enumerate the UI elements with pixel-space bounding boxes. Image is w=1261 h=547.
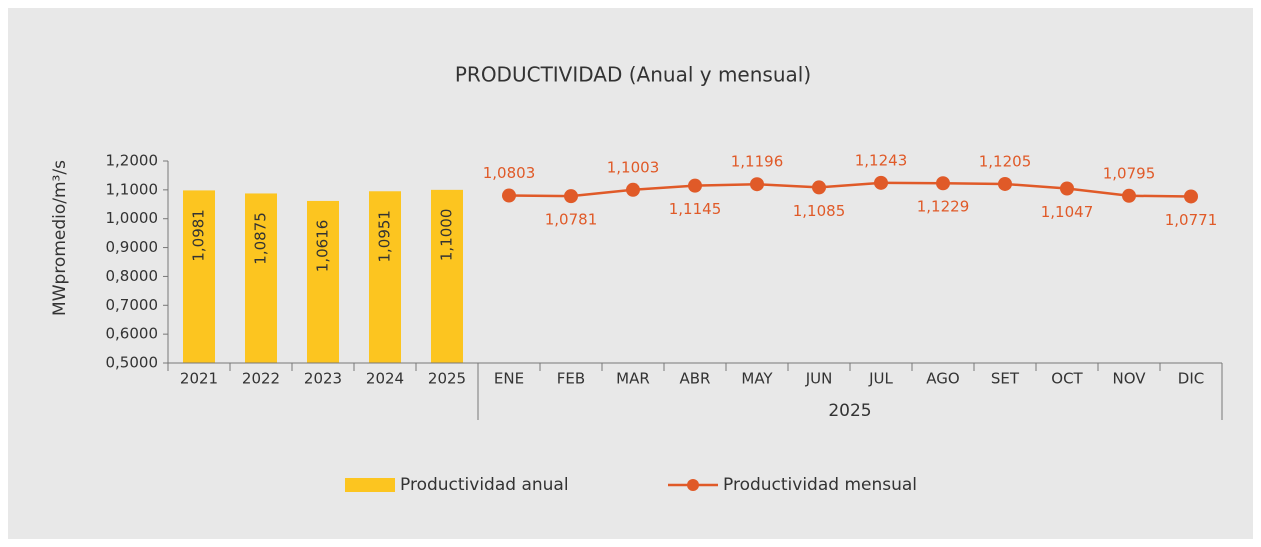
x-tick-label: 2021 [180, 370, 218, 388]
x-tick-label: MAY [741, 370, 773, 388]
line-value-label: 1,1229 [917, 198, 970, 216]
line-value-label: 1,0803 [483, 164, 536, 182]
y-tick-label: 1,0000 [106, 209, 159, 227]
legend-label: Productividad anual [400, 475, 569, 495]
line-point [998, 176, 1012, 191]
x-tick-label: 2025 [428, 370, 466, 388]
panel [8, 8, 1253, 539]
line-point [750, 177, 764, 192]
line-point [874, 175, 888, 190]
bar-value-label: 1,0616 [314, 220, 332, 273]
bar [245, 193, 277, 363]
line-value-label: 1,1085 [793, 202, 846, 220]
line-point [812, 180, 826, 195]
line-value-label: 1,0771 [1165, 211, 1218, 229]
x-tick-label: DIC [1178, 370, 1204, 388]
x-tick-label: 2024 [366, 370, 404, 388]
x-tick-label: AGO [926, 370, 959, 388]
line-value-label: 1,1243 [855, 151, 908, 169]
line-value-label: 1,1145 [669, 200, 722, 218]
x-tick-label: 2022 [242, 370, 280, 388]
line-point [626, 182, 640, 197]
y-tick-label: 0,7000 [106, 296, 159, 314]
line-point [502, 188, 516, 203]
x-tick-label: JUN [805, 370, 833, 388]
y-tick-label: 1,1000 [106, 180, 159, 198]
line-point [936, 176, 950, 191]
x-tick-label: 2023 [304, 370, 342, 388]
bar [431, 189, 463, 363]
x-tick-label: ENE [494, 370, 524, 388]
x-tick-label: ABR [680, 370, 711, 388]
bar-value-label: 1,1000 [438, 209, 456, 262]
line-value-label: 1,1047 [1041, 203, 1094, 221]
x-tick-label: MAR [616, 370, 650, 388]
x-tick-label: FEB [557, 370, 585, 388]
bar-value-label: 1,0951 [376, 210, 394, 263]
x-tick-label: OCT [1051, 370, 1083, 388]
x-tick-label: SET [991, 370, 1020, 388]
bar [369, 191, 401, 363]
bar-value-label: 1,0875 [252, 212, 270, 265]
line-point [1184, 189, 1198, 204]
line-point [1122, 188, 1136, 203]
line-point [1060, 181, 1074, 196]
line-value-label: 1,0795 [1103, 164, 1156, 182]
y-axis-label: MWpromedio/m³/s [50, 160, 70, 316]
line-value-label: 1,0781 [545, 211, 598, 229]
bar [307, 200, 339, 363]
legend-label: Productividad mensual [723, 475, 917, 495]
line-value-label: 1,1196 [731, 153, 784, 171]
line-point [564, 189, 578, 204]
x-tick-label: JUL [868, 370, 893, 388]
y-tick-label: 0,5000 [106, 354, 159, 372]
line-point [688, 178, 702, 193]
y-tick-label: 1,2000 [106, 152, 159, 170]
bar [183, 190, 215, 363]
bar-value-label: 1,0981 [190, 209, 208, 262]
line [508, 181, 1192, 198]
line-value-label: 1,1205 [979, 152, 1032, 170]
x-tick-label: NOV [1112, 370, 1146, 388]
y-tick-label: 0,9000 [106, 238, 159, 256]
line-value-label: 1,1003 [607, 158, 660, 176]
y-tick-label: 0,6000 [106, 325, 159, 343]
x-group-label: 2025 [828, 401, 871, 421]
legend-swatch [687, 479, 699, 491]
y-tick-label: 0,8000 [106, 267, 159, 285]
chart-title: PRODUCTIVIDAD (Anual y mensual) [455, 63, 811, 87]
legend-swatch [345, 478, 395, 492]
